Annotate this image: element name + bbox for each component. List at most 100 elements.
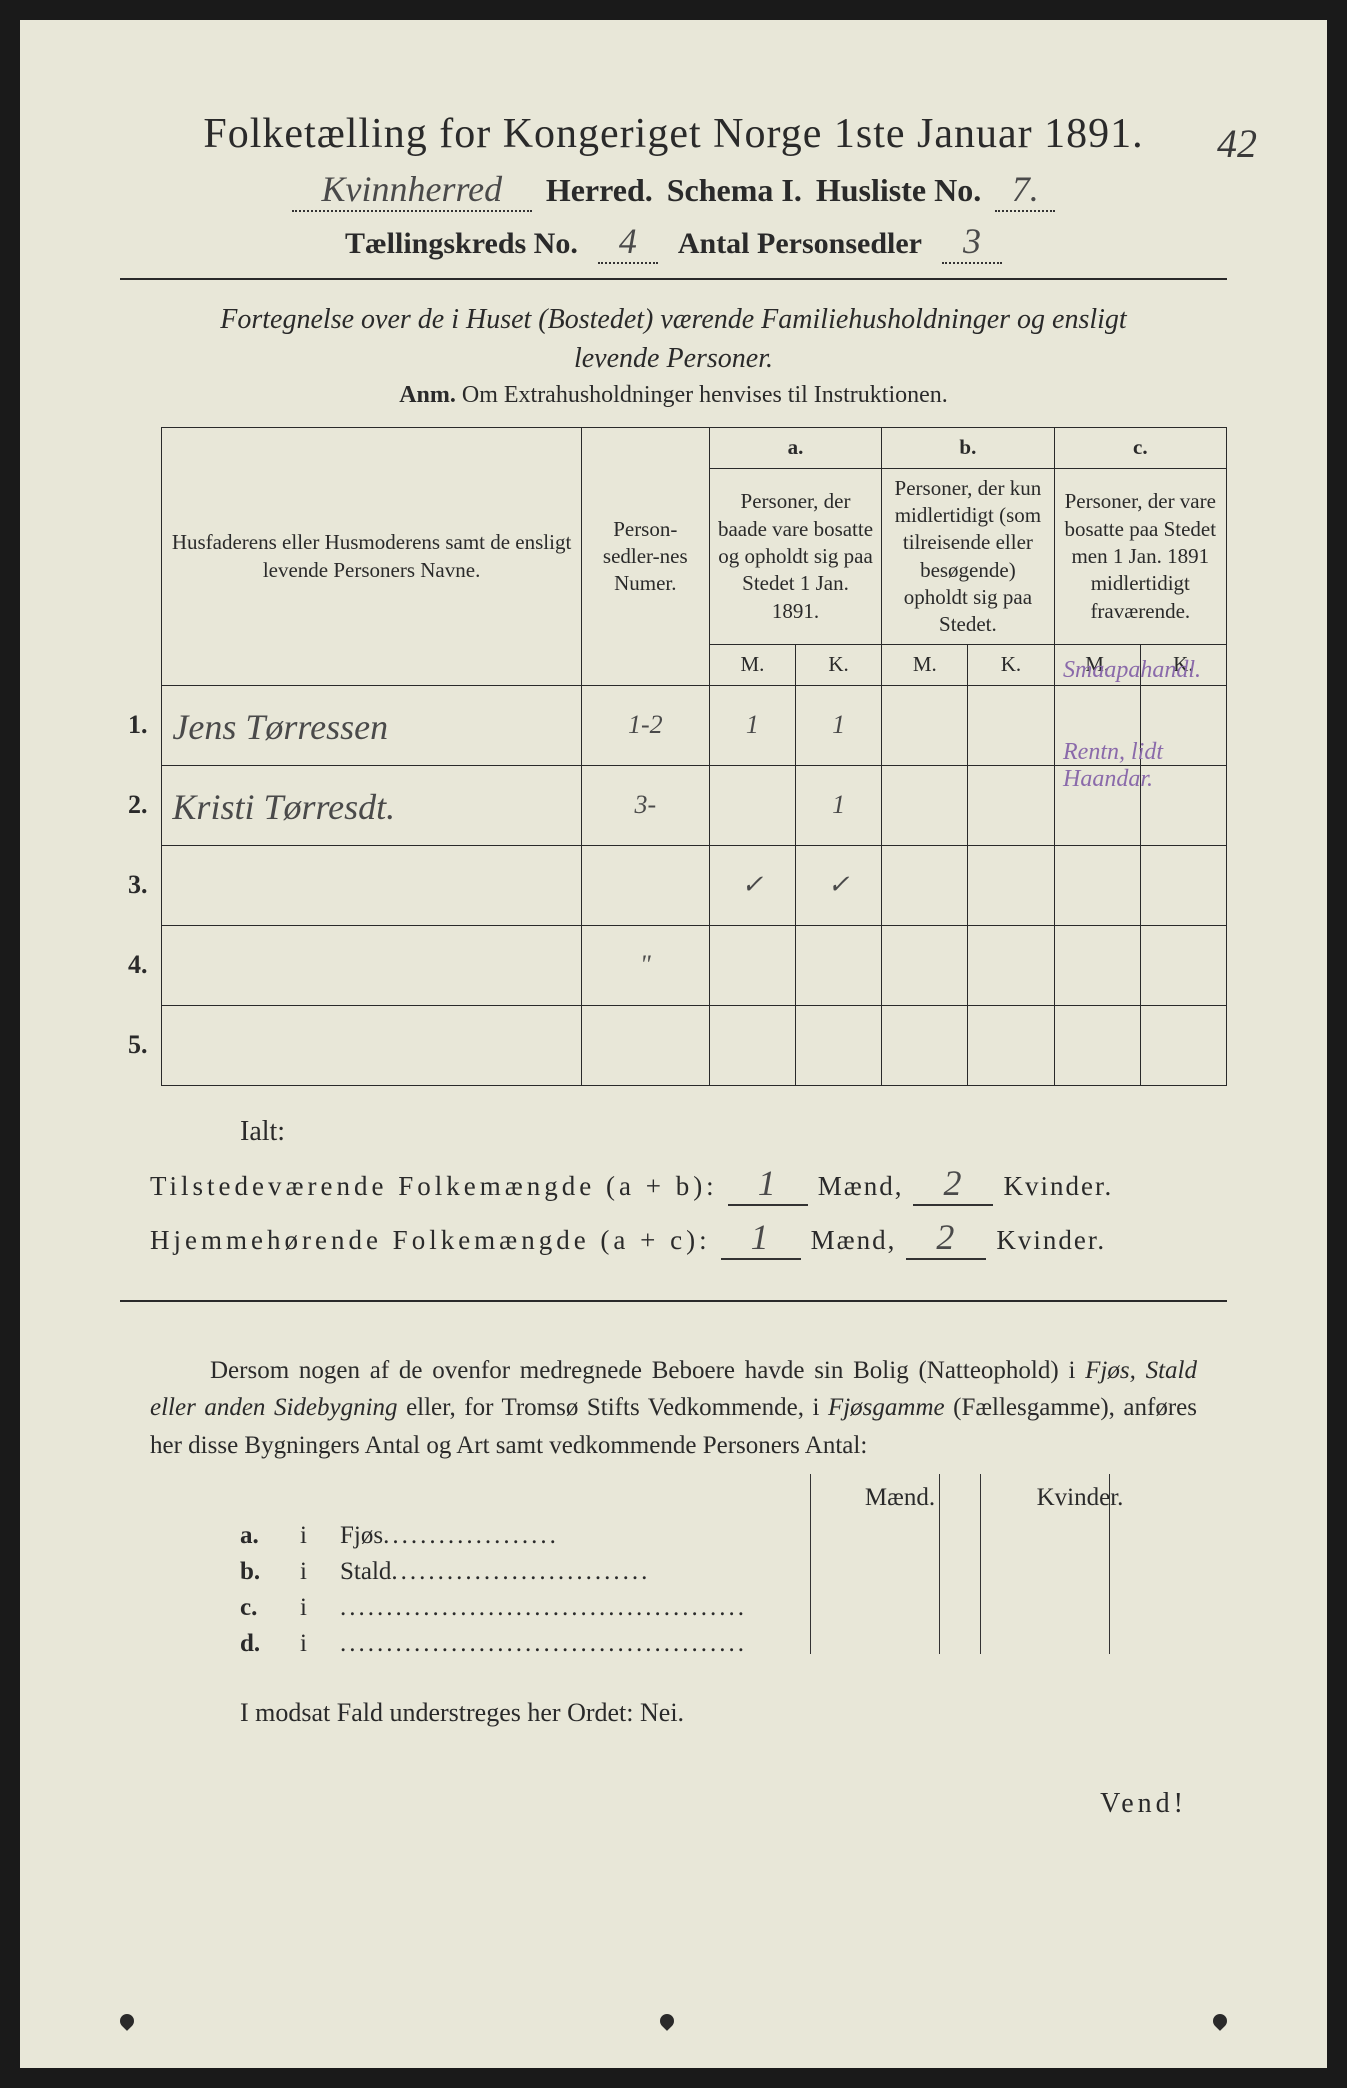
- form-title: Folketælling for Kongeriget Norge 1ste J…: [120, 110, 1227, 158]
- subtitle-line-2: levende Personer.: [574, 343, 773, 374]
- para-t1: Dersom nogen af de ovenfor medregnede Be…: [210, 1357, 1085, 1384]
- person-name: Kristi Tørresdt.: [172, 786, 395, 828]
- row-number: 4.: [120, 925, 162, 1005]
- row-number: 1.: [120, 685, 162, 765]
- row-i: i: [300, 1522, 320, 1550]
- header-line-2: Tællingskreds No. 4 Antal Personsedler 3: [120, 220, 1227, 264]
- antal-value: 3: [942, 220, 1002, 264]
- name-cell: Jens Tørressen: [162, 685, 581, 765]
- row-number: 5.: [120, 1005, 162, 1085]
- nei-line: I modsat Fald understreges her Ordet: Ne…: [240, 1698, 1197, 1728]
- anm-text: Om Extrahusholdninger henvises til Instr…: [462, 382, 948, 408]
- row-label: a.: [240, 1522, 280, 1550]
- cell-b-m: [882, 685, 968, 765]
- cell-b-m: [882, 1005, 968, 1085]
- dots: ........................................…: [340, 1594, 747, 1621]
- dots: ........................................…: [340, 1630, 747, 1657]
- summary-tilstedevaerende: Tilstedeværende Folkemængde (a + b): 1 M…: [150, 1162, 1227, 1206]
- herred-value: Kvinnherred: [292, 168, 532, 212]
- cell-b-m: [882, 845, 968, 925]
- row-name: Fjøs...................: [340, 1522, 740, 1550]
- row-label: b.: [240, 1558, 280, 1586]
- table-row: 3. ✓ ✓: [120, 845, 1227, 925]
- ialt-label: Ialt:: [240, 1116, 1227, 1148]
- pin-icon: [657, 2011, 677, 2031]
- husliste-value: 7.: [995, 168, 1055, 212]
- col-b-k: K.: [968, 645, 1054, 685]
- kreds-value: 4: [598, 220, 658, 264]
- para-i2: Fjøsgamme: [828, 1394, 945, 1421]
- antal-label: Antal Personsedler: [678, 227, 922, 261]
- summary2-k: 2: [906, 1216, 986, 1260]
- schema-label: Schema I.: [667, 172, 802, 209]
- cell-c-m: [1054, 1005, 1140, 1085]
- summary2-label: Hjemmehørende Folkemængde (a + c):: [150, 1225, 711, 1256]
- subtitle: Fortegnelse over de i Huset (Bostedet) v…: [120, 300, 1227, 378]
- cell-a-k: ✓: [796, 845, 882, 925]
- kreds-label: Tællingskreds No.: [345, 227, 578, 261]
- cell-a-k: 1: [796, 685, 882, 765]
- psn-cell: ": [581, 925, 709, 1005]
- row-i: i: [300, 1630, 320, 1658]
- dots: ............................: [391, 1558, 650, 1585]
- cell-b-k: [968, 765, 1054, 845]
- pin-icon: [1210, 2011, 1230, 2031]
- row-name: ........................................…: [340, 1594, 740, 1622]
- para-t2: eller, for Tromsø Stifts Vedkommende, i: [398, 1394, 828, 1421]
- person-name: Jens Tørressen: [172, 706, 388, 748]
- col-b-m: M.: [882, 645, 968, 685]
- corner-page-number: 42: [1217, 120, 1257, 167]
- col-c-desc: Personer, der vare bosatte paa Stedet me…: [1054, 468, 1226, 645]
- row-number: 3.: [120, 845, 162, 925]
- maend-col-box: [810, 1474, 940, 1654]
- summary1-klab: Kvinder.: [1003, 1171, 1113, 1202]
- pin-icon: [117, 2011, 137, 2031]
- anm-note: Anm. Om Extrahusholdninger henvises til …: [120, 382, 1227, 409]
- cell-a-m: 1: [709, 685, 795, 765]
- summary1-k: 2: [913, 1162, 993, 1206]
- col-a-m: M.: [709, 645, 795, 685]
- col-c-head: c.: [1054, 428, 1226, 468]
- mk-columns: [810, 1474, 1110, 1654]
- col-a-head: a.: [709, 428, 881, 468]
- cell-c-k: [1140, 1005, 1226, 1085]
- col-header-psn: Person-sedler-nes Numer.: [581, 428, 709, 685]
- summary2-m: 1: [721, 1216, 801, 1260]
- col-b-desc: Personer, der kun midlertidigt (som tilr…: [882, 468, 1054, 645]
- dots: ...................: [383, 1522, 559, 1549]
- herred-label: Herred.: [546, 172, 653, 209]
- psn-cell: [581, 845, 709, 925]
- col-a-k: K.: [796, 645, 882, 685]
- row-name: Stald............................: [340, 1558, 740, 1586]
- subtitle-line-1: Fortegnelse over de i Huset (Bostedet) v…: [220, 304, 1126, 335]
- row-label: d.: [240, 1630, 280, 1658]
- anm-bold: Anm.: [399, 382, 456, 408]
- name-cell: [162, 1005, 581, 1085]
- building-subsection: Mænd. Kvinder. a. i Fjøs................…: [120, 1484, 1227, 1658]
- cell-b-m: [882, 925, 968, 1005]
- vend-label: Vend!: [120, 1788, 1187, 1820]
- cell-c-m: [1054, 845, 1140, 925]
- table-row: 2. Kristi Tørresdt. 3- 1: [120, 765, 1227, 845]
- summary2-mlab: Mænd,: [811, 1225, 897, 1256]
- cell-b-k: [968, 845, 1054, 925]
- divider-2: [120, 1300, 1227, 1302]
- husliste-label: Husliste No.: [816, 172, 981, 209]
- cell-a-k: [796, 1005, 882, 1085]
- table-row: 4. ": [120, 925, 1227, 1005]
- cell-c-k: [1140, 845, 1226, 925]
- name-cell: [162, 845, 581, 925]
- row-i: i: [300, 1558, 320, 1586]
- summary1-mlab: Mænd,: [818, 1171, 904, 1202]
- name-cell: Kristi Tørresdt.: [162, 765, 581, 845]
- col-a-desc: Personer, der baade vare bosatte og opho…: [709, 468, 881, 645]
- table-wrapper: Husfaderens eller Husmoderens samt de en…: [120, 427, 1227, 1085]
- psn-cell: 3-: [581, 765, 709, 845]
- row-label: c.: [240, 1594, 280, 1622]
- census-table: Husfaderens eller Husmoderens samt de en…: [120, 427, 1227, 1085]
- cell-a-k: [796, 925, 882, 1005]
- divider-1: [120, 278, 1227, 280]
- kvinder-col-box: [980, 1474, 1110, 1654]
- cell-b-k: [968, 925, 1054, 1005]
- header-line-1: Kvinnherred Herred. Schema I. Husliste N…: [120, 168, 1227, 212]
